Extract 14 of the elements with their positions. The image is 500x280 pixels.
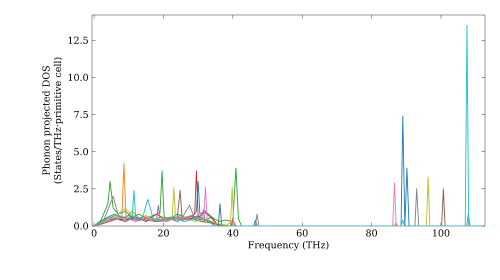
y-tick-label: 12.5 <box>68 36 88 44</box>
x-tick-label: 60 <box>296 229 308 237</box>
y-tick-label: 10.0 <box>68 74 88 81</box>
y-tick-label: 0.0 <box>74 222 88 230</box>
x-tick-label: 0 <box>92 229 96 237</box>
x-tick-label: 20 <box>158 229 169 237</box>
y-axis-title: Phonon projected DOS (States/THz·primitive cell) <box>42 58 63 184</box>
y-tick-label: 2.5 <box>74 185 88 192</box>
x-tick-label: 80 <box>366 229 377 237</box>
x-tick-label: 40 <box>227 229 238 237</box>
x-axis-title: Frequency (THz) <box>248 241 328 250</box>
y-tick-label: 7.5 <box>74 111 88 118</box>
x-tick-label: 100 <box>433 229 450 237</box>
y-tick-label: 5.0 <box>74 148 88 156</box>
